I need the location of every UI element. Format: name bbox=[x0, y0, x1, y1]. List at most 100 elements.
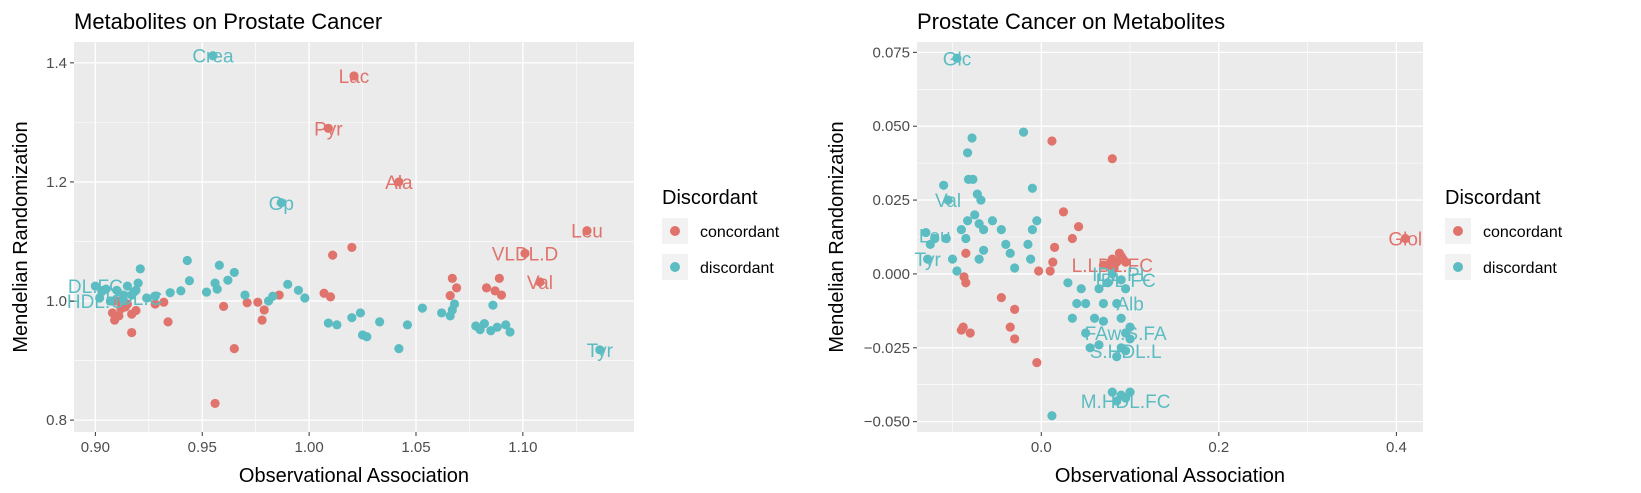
x-tick-label: 1.10 bbox=[508, 439, 537, 456]
point-discordant bbox=[952, 266, 962, 276]
point-concordant bbox=[127, 309, 137, 319]
point-discordant bbox=[1018, 127, 1029, 137]
point-discordant bbox=[1116, 275, 1126, 285]
point-label-discordant: S.HDL.L bbox=[1090, 342, 1162, 363]
point-discordant bbox=[978, 225, 989, 235]
point-discordant bbox=[952, 53, 962, 63]
legend: Discordant concordant discordant bbox=[1445, 187, 1563, 280]
point-concordant bbox=[159, 297, 169, 307]
point-discordant bbox=[127, 290, 137, 300]
x-tick-label: 0.4 bbox=[1386, 439, 1407, 456]
x-tick-label: 0.2 bbox=[1208, 439, 1229, 456]
point-discordant bbox=[479, 319, 489, 329]
point-discordant bbox=[1116, 313, 1126, 323]
point-concordant bbox=[229, 344, 239, 354]
point-discordant bbox=[921, 227, 931, 238]
y-axis-ticks: −0.050 −0.025 0.000 0.025 0.050 0.075 bbox=[864, 44, 917, 431]
point-discordant bbox=[970, 210, 980, 220]
point-discordant bbox=[1121, 284, 1131, 294]
point-labels: Lac Pyr Ala Leu VLDL.D Val Crea Gp Tyr DL.FCHDL.C… bbox=[67, 47, 614, 362]
legend-label-discordant: discordant bbox=[700, 260, 774, 277]
point-discordant bbox=[1005, 248, 1015, 258]
point-concordant bbox=[447, 273, 457, 283]
point-discordant bbox=[97, 286, 107, 297]
point-discordant bbox=[987, 216, 998, 226]
point-discordant bbox=[201, 287, 212, 297]
point-discordant bbox=[1001, 239, 1011, 249]
y-tick-label: 1.2 bbox=[46, 174, 67, 191]
point-discordant bbox=[347, 313, 357, 323]
point-label-discordant: M.HDL.FC bbox=[1081, 392, 1171, 413]
point-concordant bbox=[219, 301, 229, 311]
point-concordant bbox=[1032, 357, 1042, 368]
point-concordant bbox=[958, 322, 968, 332]
point-discordant bbox=[1112, 352, 1122, 362]
point-discordant bbox=[1112, 298, 1122, 309]
point-label-concordant: Ala bbox=[385, 173, 413, 194]
point-discordant bbox=[1027, 183, 1038, 193]
point-concordant bbox=[582, 226, 592, 236]
point-discordant bbox=[323, 318, 333, 328]
point-discordant bbox=[1081, 298, 1091, 309]
point-discordant bbox=[1121, 346, 1131, 356]
point-discordant bbox=[223, 275, 233, 285]
point-concordant bbox=[257, 315, 267, 325]
point-concordant bbox=[481, 283, 492, 293]
point-concordant bbox=[347, 242, 357, 253]
point-concordant bbox=[520, 248, 530, 258]
point-label-discordant: DL.FC bbox=[68, 277, 123, 298]
point-concordant bbox=[328, 250, 338, 260]
point-discordant bbox=[214, 260, 224, 270]
point-label-concordant: Lac bbox=[339, 67, 370, 88]
x-axis-title: Observational Association bbox=[239, 465, 469, 487]
point-discordant bbox=[963, 216, 973, 226]
point-discordant bbox=[1047, 411, 1057, 421]
point-discordant bbox=[332, 320, 342, 330]
point-label-concordant: Glol bbox=[1388, 229, 1422, 250]
y-tick-label: 1.0 bbox=[46, 293, 67, 310]
legend-item-discordant: discordant bbox=[662, 254, 774, 280]
legend: Discordant concordant discordant bbox=[662, 187, 780, 280]
point-label-discordant: IDL.FC bbox=[1096, 271, 1156, 292]
point-label-discordant: Leu bbox=[919, 227, 951, 248]
point-discordant bbox=[939, 180, 949, 190]
legend-item-discordant: discordant bbox=[1445, 254, 1557, 280]
legend-item-concordant: concordant bbox=[662, 218, 780, 244]
point-concordant bbox=[1005, 322, 1015, 332]
y-tick-label: 0.000 bbox=[872, 266, 910, 283]
point-discordant bbox=[974, 254, 984, 264]
point-discordant bbox=[1098, 298, 1109, 309]
point-label-discordant: Val bbox=[935, 191, 961, 212]
point-discordant bbox=[375, 317, 385, 327]
point-discordant bbox=[925, 239, 935, 249]
point-concordant bbox=[323, 123, 333, 133]
grid bbox=[917, 42, 1423, 432]
point-discordant bbox=[1026, 254, 1036, 264]
point-concordant bbox=[107, 308, 118, 318]
x-axis-title: Observational Association bbox=[1055, 465, 1285, 487]
legend-title: Discordant bbox=[662, 187, 758, 209]
point-concordant bbox=[394, 177, 404, 187]
x-tick-label: 0.95 bbox=[188, 439, 217, 456]
x-tick-label: 0.0 bbox=[1031, 439, 1052, 456]
point-discordant bbox=[142, 293, 152, 303]
legend-label-discordant: discordant bbox=[1483, 260, 1557, 277]
point-concordant bbox=[110, 315, 120, 325]
point-concordant bbox=[1048, 257, 1058, 267]
point-discordant bbox=[595, 345, 605, 355]
point-discordant bbox=[1094, 284, 1104, 294]
point-discordant bbox=[1107, 269, 1117, 279]
point-discordant bbox=[184, 276, 195, 286]
legend-marker-concordant bbox=[670, 226, 680, 236]
x-axis-ticks: 0.0 0.2 0.4 bbox=[1031, 432, 1407, 456]
point-concordant bbox=[1073, 222, 1084, 232]
point-discordant bbox=[1125, 334, 1135, 344]
point-discordant bbox=[105, 296, 115, 306]
grid bbox=[74, 42, 634, 432]
point-discordant bbox=[1107, 387, 1117, 397]
point-concordant bbox=[253, 297, 263, 307]
point-discordant bbox=[978, 245, 989, 255]
point-label-discordant: HDL.C bbox=[67, 292, 124, 313]
y-tick-label: −0.025 bbox=[864, 340, 910, 357]
